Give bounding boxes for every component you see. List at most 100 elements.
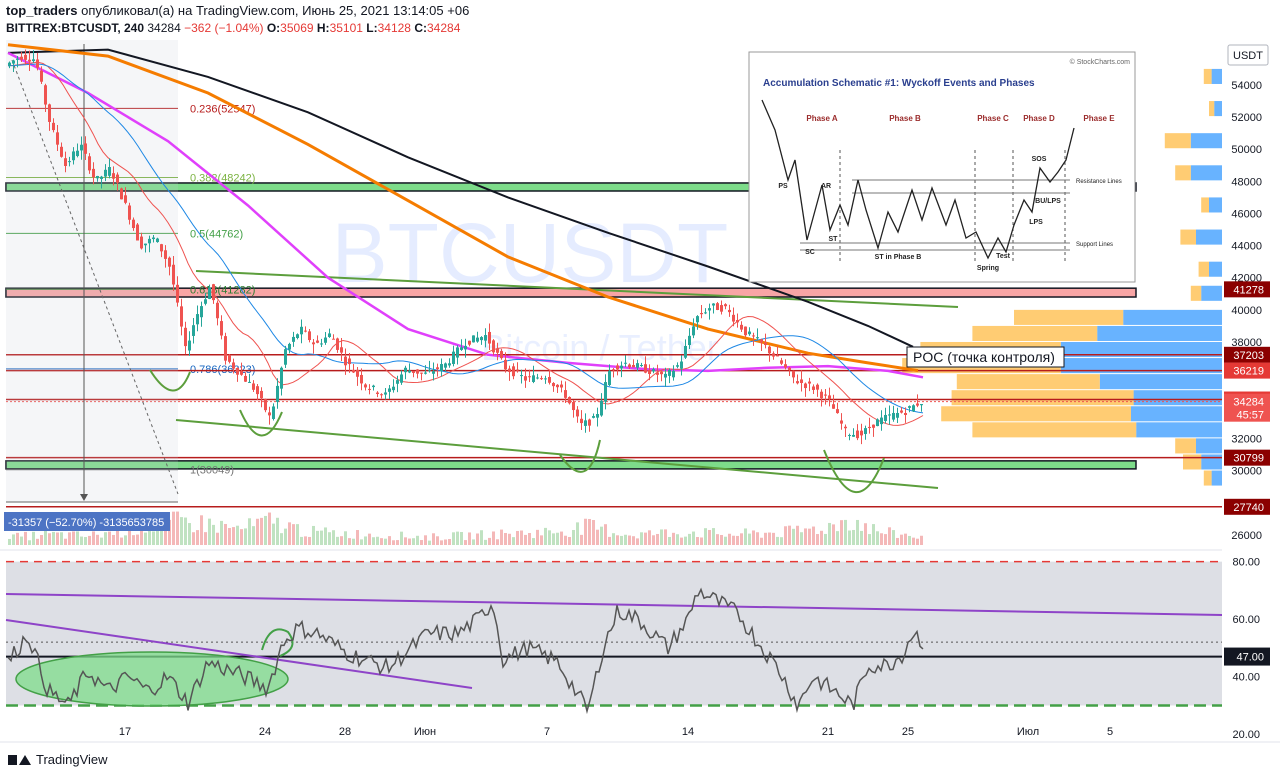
volume-bar: [340, 536, 343, 545]
candle-body: [900, 410, 903, 413]
candle-body: [412, 371, 415, 373]
volume-bar: [248, 518, 251, 545]
vp-buy-bar: [1209, 261, 1222, 277]
candle-body: [640, 365, 643, 367]
currency-button[interactable]: [1227, 44, 1269, 66]
time-tick-label: 17: [119, 726, 131, 738]
lower-channel-line[interactable]: [175, 419, 939, 489]
volume-bar: [724, 536, 727, 545]
poc-box[interactable]: [906, 346, 1065, 368]
candle-body: [884, 414, 887, 421]
candle-body: [76, 150, 79, 157]
candle-body: [460, 347, 463, 350]
vp-sell-bar: [1164, 133, 1191, 149]
candle-body: [680, 361, 683, 369]
candle-body: [344, 356, 347, 366]
volume-bar: [648, 530, 651, 545]
price-axis[interactable]: 5400052000500004800046000440004200040000…: [1224, 80, 1270, 542]
candle-body: [856, 430, 859, 439]
volume-bar: [136, 534, 139, 545]
volume-bar: [324, 527, 327, 545]
volume-bar: [448, 539, 451, 545]
price-tick-label: 26000: [1231, 530, 1262, 542]
volume-bar: [184, 517, 187, 545]
vp-buy-bar: [1214, 101, 1222, 117]
currency-label: USDT: [1233, 50, 1263, 62]
volume-bar: [760, 537, 763, 545]
time-tick-label: 7: [544, 726, 550, 738]
candle-body: [16, 58, 19, 60]
phase-label: Phase A: [806, 114, 837, 123]
rsi-pane[interactable]: 80.00 60.00 40.00 20.00 47.00: [0, 549, 1270, 741]
candle-body: [864, 428, 867, 435]
price-tick-label: 40000: [1231, 305, 1262, 317]
volume-bar: [916, 538, 919, 545]
volume-bar: [268, 512, 271, 545]
volume-bar: [796, 525, 799, 545]
candle-body: [552, 383, 555, 387]
volume-bar: [372, 537, 375, 545]
time-tick-label: 28: [339, 726, 351, 738]
volume-bar: [100, 537, 103, 545]
volume-bar: [172, 511, 175, 545]
candle-body: [724, 304, 727, 307]
candle-body: [784, 364, 787, 368]
fib-label: 0.236(52547): [190, 103, 255, 115]
volume-bar: [800, 532, 803, 545]
candle-body: [132, 219, 135, 229]
high-label: H:: [316, 21, 330, 35]
volume-bar: [28, 540, 31, 545]
volume-bar: [124, 535, 127, 545]
candle-body: [312, 342, 315, 345]
volume-bar: [424, 535, 427, 545]
rsi-trend-line: [5, 593, 1223, 616]
candle-body: [816, 384, 819, 390]
volume-bar: [436, 536, 439, 545]
volume-bar: [512, 537, 515, 545]
candle-body: [284, 349, 287, 365]
upper-channel-line[interactable]: [195, 270, 959, 308]
brand-name[interactable]: TradingView: [36, 752, 108, 767]
volume-bar: [180, 517, 183, 545]
ma-black-line: [7, 48, 914, 348]
measure-area: [6, 40, 178, 502]
candle-body: [544, 378, 547, 380]
candle-body: [88, 156, 91, 171]
volume-bar: [540, 535, 543, 545]
vp-buy-bar: [1133, 390, 1222, 406]
candle-body: [744, 326, 747, 336]
time-axis[interactable]: 17 24 28 Июн 7 14 21 25 Июл 5: [0, 726, 1280, 743]
candle-body: [920, 404, 923, 406]
author-name[interactable]: top_traders: [6, 3, 78, 18]
volume-bar: [36, 538, 39, 545]
volume-bar: [120, 537, 123, 545]
volume-bar: [32, 531, 35, 545]
volume-bar: [896, 537, 899, 545]
price-change: −362 (−1.04%): [184, 21, 264, 35]
candle-body: [104, 169, 107, 177]
vp-sell-bar: [1175, 438, 1196, 454]
arc-marker: [149, 369, 191, 392]
volume-bar: [104, 532, 107, 545]
candle-body: [52, 122, 55, 131]
candle-body: [820, 391, 823, 399]
volume-bar: [376, 536, 379, 545]
candle-body: [148, 238, 151, 244]
candle-body: [480, 337, 483, 341]
volume-bar: [656, 533, 659, 545]
volume-bar: [824, 533, 827, 545]
candle-body: [660, 371, 663, 375]
volume-bar: [364, 536, 367, 545]
candle-body: [136, 224, 139, 241]
candle-body: [852, 434, 855, 437]
volume-bar: [292, 524, 295, 545]
symbol-name[interactable]: BITTREX:BTCUSDT, 240: [6, 21, 145, 35]
volume-bar: [240, 529, 243, 545]
volume-bar: [816, 534, 819, 545]
volume-bar: [208, 518, 211, 545]
candle-body: [172, 264, 175, 285]
candle-body: [772, 353, 775, 357]
candle-body: [488, 331, 491, 344]
candle-body: [120, 188, 123, 200]
